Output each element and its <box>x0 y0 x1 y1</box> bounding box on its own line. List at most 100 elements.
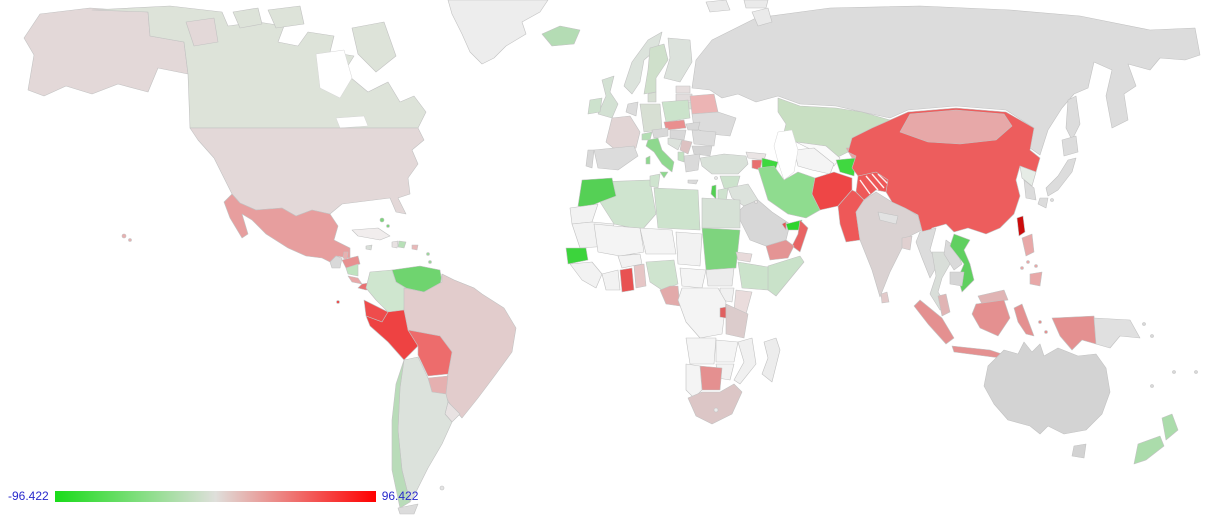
country-dominican-republic[interactable] <box>397 240 407 249</box>
country-galapagos[interactable] <box>336 300 340 304</box>
country-guinea[interactable] <box>569 261 603 289</box>
country-japan-shikoku[interactable] <box>1050 198 1054 202</box>
country-philippines-visayas-1[interactable] <box>1026 260 1030 264</box>
country-czechia[interactable] <box>663 119 687 131</box>
country-baffin-island[interactable] <box>351 21 397 73</box>
country-japan-kyushu[interactable] <box>1037 197 1049 209</box>
country-australia[interactable] <box>983 341 1111 435</box>
country-russia[interactable] <box>691 5 1201 156</box>
country-portugal[interactable] <box>585 149 595 169</box>
country-morocco[interactable] <box>577 177 617 209</box>
country-mongolia[interactable] <box>899 109 1013 145</box>
country-solomon-1[interactable] <box>1142 322 1146 326</box>
country-jamaica[interactable] <box>365 244 373 251</box>
country-new-caledonia[interactable] <box>1150 384 1154 388</box>
country-togo-benin[interactable] <box>633 263 647 289</box>
country-indonesia-papua[interactable] <box>1051 315 1097 351</box>
country-spain[interactable] <box>593 145 639 171</box>
country-hungary[interactable] <box>669 129 687 141</box>
country-slovakia[interactable] <box>685 121 701 131</box>
country-albania[interactable] <box>677 151 685 163</box>
country-ghana[interactable] <box>619 267 635 293</box>
country-sicily[interactable] <box>659 171 669 179</box>
country-romania[interactable] <box>691 129 717 147</box>
country-angola[interactable] <box>685 337 717 365</box>
country-indonesia-moluccas-2[interactable] <box>1044 330 1048 334</box>
country-italy[interactable] <box>645 137 675 173</box>
country-qatar[interactable] <box>781 221 787 231</box>
country-burkina-faso[interactable] <box>617 253 643 269</box>
country-india[interactable] <box>855 191 923 298</box>
country-cyprus[interactable] <box>714 176 718 180</box>
country-vietnam[interactable] <box>949 233 975 293</box>
country-hawaii[interactable] <box>121 233 127 239</box>
country-indonesia-kalimantan[interactable] <box>971 299 1011 337</box>
country-philippines-luzon[interactable] <box>1021 233 1035 257</box>
country-new-zealand-north[interactable] <box>1161 413 1179 441</box>
country-yemen[interactable] <box>765 239 795 261</box>
country-greece[interactable] <box>683 153 701 173</box>
country-falkland-islands[interactable] <box>439 485 445 491</box>
country-fiji[interactable] <box>1194 370 1198 374</box>
country-malaysia-peninsula[interactable] <box>937 293 951 317</box>
country-iceland[interactable] <box>541 25 581 47</box>
country-lesotho[interactable] <box>713 407 719 413</box>
country-bolivia[interactable] <box>407 329 453 377</box>
country-bulgaria[interactable] <box>691 145 713 157</box>
country-south-korea[interactable] <box>1023 179 1037 201</box>
country-lesser-antilles[interactable] <box>426 252 430 256</box>
country-finland[interactable] <box>663 37 693 83</box>
country-haiti[interactable] <box>391 240 399 249</box>
country-france[interactable] <box>605 115 641 153</box>
country-novaya-zemlya[interactable] <box>751 7 773 27</box>
country-germany[interactable] <box>639 103 663 133</box>
country-somalia[interactable] <box>767 255 805 297</box>
country-israel[interactable] <box>710 184 717 200</box>
country-arctic-island-2[interactable] <box>185 17 219 47</box>
country-north-korea[interactable] <box>1019 165 1037 187</box>
country-belarus[interactable] <box>689 93 719 115</box>
country-japan-honshu[interactable] <box>1045 157 1077 197</box>
country-madagascar[interactable] <box>761 337 781 383</box>
country-botswana[interactable] <box>699 365 723 391</box>
country-indonesia-sumatra[interactable] <box>913 299 955 345</box>
country-drc[interactable] <box>677 287 727 339</box>
country-crete[interactable] <box>687 179 699 185</box>
country-sardinia[interactable] <box>645 155 651 165</box>
country-mali[interactable] <box>593 223 645 257</box>
country-vanuatu[interactable] <box>1172 370 1176 374</box>
country-uk[interactable] <box>597 75 619 119</box>
country-nepal[interactable] <box>877 211 899 225</box>
country-bangladesh[interactable] <box>901 235 913 251</box>
country-solomon-2[interactable] <box>1150 334 1154 338</box>
country-sakhalin[interactable] <box>1065 95 1081 141</box>
country-puerto-rico[interactable] <box>411 244 419 251</box>
country-philippines-visayas-2[interactable] <box>1034 264 1038 268</box>
country-ireland[interactable] <box>587 97 603 115</box>
country-chile[interactable] <box>391 359 411 509</box>
country-hawaii-2[interactable] <box>128 238 132 242</box>
country-indonesia-moluccas-1[interactable] <box>1038 320 1042 324</box>
country-south-africa[interactable] <box>687 383 743 425</box>
country-tajikistan[interactable] <box>835 157 857 177</box>
country-poland[interactable] <box>661 99 691 123</box>
country-arctic-island-1[interactable] <box>232 7 263 29</box>
country-chad[interactable] <box>675 231 703 267</box>
country-papua-new-guinea[interactable] <box>1093 317 1141 349</box>
country-taiwan[interactable] <box>1016 215 1026 237</box>
country-tierra-del-fuego[interactable] <box>397 503 419 515</box>
country-eritrea[interactable] <box>735 251 753 263</box>
country-central-african-republic[interactable] <box>679 267 707 289</box>
country-greenland[interactable] <box>447 0 549 65</box>
country-estonia[interactable] <box>675 85 691 94</box>
country-cambodia[interactable] <box>949 271 965 287</box>
country-libya[interactable] <box>653 187 701 231</box>
country-myanmar[interactable] <box>915 227 939 279</box>
country-japan-hokkaido[interactable] <box>1061 135 1079 157</box>
country-benelux[interactable] <box>625 101 639 117</box>
country-costa-rica[interactable] <box>347 275 363 285</box>
country-sri-lanka[interactable] <box>880 291 890 304</box>
country-tunisia[interactable] <box>649 173 661 189</box>
country-switzerland[interactable] <box>641 131 653 141</box>
country-sudan[interactable] <box>701 227 741 271</box>
